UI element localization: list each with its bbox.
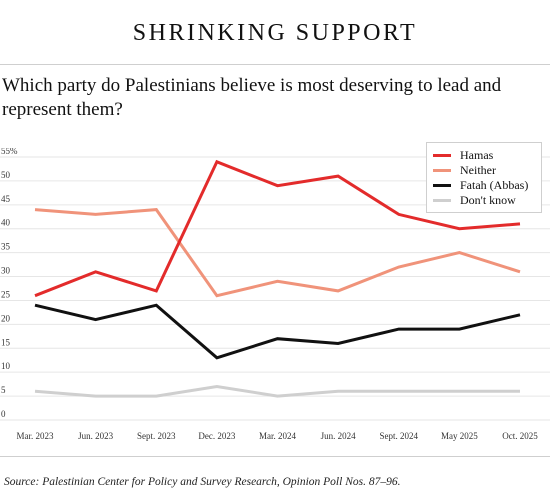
x-tick-label: Mar. 2023 bbox=[17, 431, 54, 441]
legend-label-fatah: Fatah (Abbas) bbox=[460, 178, 529, 192]
legend-swatch-dont-know bbox=[433, 199, 451, 202]
y-tick-label: 0 bbox=[1, 409, 6, 419]
x-tick-label: Dec. 2023 bbox=[198, 431, 235, 441]
series-line-fatah-abbas bbox=[34, 303, 521, 360]
x-tick-label: Sept. 2024 bbox=[379, 431, 418, 441]
legend-swatch-hamas bbox=[433, 154, 451, 157]
chart-subtitle: Which party do Palestinians believe is m… bbox=[2, 75, 502, 120]
series-line-don-t-know bbox=[34, 384, 520, 398]
y-tick-label: 30 bbox=[1, 266, 11, 276]
legend-item-hamas: Hamas bbox=[433, 148, 535, 163]
y-tick-label: 5 bbox=[1, 385, 6, 395]
chart-title: SHRINKING SUPPORT bbox=[132, 20, 418, 46]
title-divider bbox=[0, 64, 550, 65]
legend-item-neither: Neither bbox=[433, 163, 535, 178]
source-note: Source: Palestinian Center for Policy an… bbox=[4, 476, 401, 488]
x-tick-label: Sept. 2023 bbox=[137, 431, 176, 441]
x-tick-label: Mar. 2024 bbox=[259, 431, 296, 441]
chart-legend: Hamas Neither Fatah (Abbas) Don't know bbox=[426, 142, 542, 213]
legend-label-dont-know: Don't know bbox=[460, 193, 516, 207]
y-tick-label: 40 bbox=[1, 218, 11, 228]
y-tick-label: 10 bbox=[1, 361, 11, 371]
series-line-hamas bbox=[34, 159, 521, 298]
y-tick-label: 25 bbox=[1, 289, 11, 299]
legend-swatch-fatah bbox=[433, 184, 451, 187]
y-tick-label: 35 bbox=[1, 242, 11, 252]
y-tick-label: 45 bbox=[1, 194, 11, 204]
series-line-neither bbox=[34, 208, 521, 298]
legend-item-dont-know: Don't know bbox=[433, 193, 535, 208]
footer-divider bbox=[0, 456, 550, 457]
legend-label-hamas: Hamas bbox=[460, 148, 494, 162]
x-tick-label: May 2025 bbox=[441, 431, 478, 441]
legend-item-fatah: Fatah (Abbas) bbox=[433, 178, 535, 193]
x-tick-label: Jun. 2024 bbox=[321, 431, 357, 441]
legend-label-neither: Neither bbox=[460, 163, 496, 177]
x-tick-label: Jun. 2023 bbox=[78, 431, 114, 441]
y-tick-label: 50 bbox=[1, 170, 11, 180]
legend-swatch-neither bbox=[433, 169, 451, 172]
x-tick-label: Oct. 2025 bbox=[502, 431, 538, 441]
y-tick-label: 55% bbox=[1, 148, 18, 156]
y-tick-label: 15 bbox=[1, 337, 11, 347]
y-tick-label: 20 bbox=[1, 313, 11, 323]
